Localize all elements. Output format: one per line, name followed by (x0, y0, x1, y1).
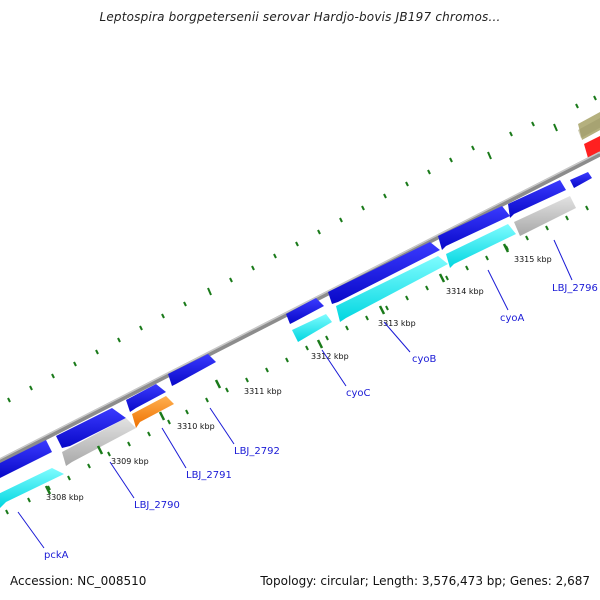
tick-label-3314: 3314 kbp (446, 287, 484, 296)
tick-label-3308: 3308 kbp (46, 493, 84, 502)
forward-strand-genes[interactable] (0, 172, 592, 478)
accession-text: Accession: NC_008510 (10, 574, 147, 588)
gene-label-cyoC[interactable]: cyoC (346, 388, 371, 399)
gene-label-LBJ_2791[interactable]: LBJ_2791 (186, 470, 232, 481)
tick-label-3309: 3309 kbp (111, 457, 149, 466)
feature-orange[interactable] (132, 396, 174, 428)
tick-label-3311: 3311 kbp (244, 387, 282, 396)
reverse-strand-genes[interactable] (0, 224, 516, 508)
gene-label-cyoB[interactable]: cyoB (412, 354, 437, 365)
pseudo-genes[interactable] (62, 196, 576, 466)
map-title: Leptospira borgpetersenii serovar Hardjo… (99, 10, 501, 24)
tick-label-3312: 3312 kbp (311, 352, 349, 361)
gene-label-cyoA[interactable]: cyoA (500, 313, 525, 324)
inner-tick-row (5, 205, 589, 515)
gene-label-LBJ_2796[interactable]: LBJ_2796 (552, 283, 598, 294)
gene-label-LBJ_2790[interactable]: LBJ_2790 (134, 500, 180, 511)
outer-tick-row (7, 95, 597, 403)
feature-red[interactable] (584, 136, 600, 158)
gene-label-leaders (17, 239, 573, 549)
gene-label-LBJ_2792[interactable]: LBJ_2792 (234, 446, 280, 457)
topology-summary-text: Topology: circular; Length: 3,576,473 bp… (260, 574, 590, 588)
tick-label-3310: 3310 kbp (177, 422, 215, 431)
tick-label-3313: 3313 kbp (378, 319, 416, 328)
feature-olive[interactable] (578, 112, 600, 140)
gene-label-pckA[interactable]: pckA (44, 550, 69, 561)
tick-label-3315: 3315 kbp (514, 255, 552, 264)
